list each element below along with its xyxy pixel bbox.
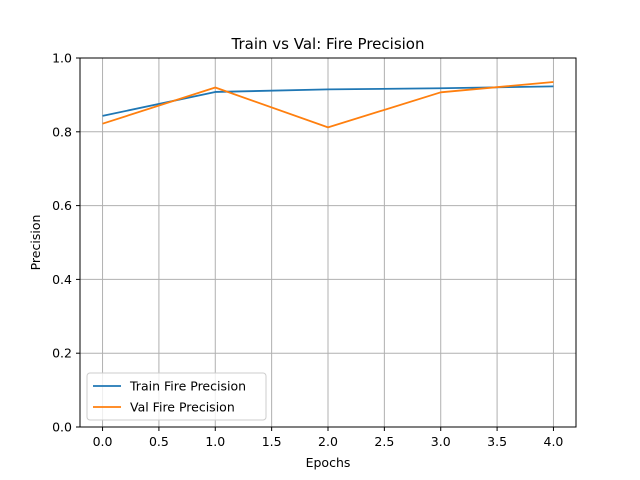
legend: Train Fire Precision Val Fire Precision — [86, 372, 267, 421]
x-tick-label: 2.0 — [318, 434, 338, 449]
x-axis: 0.0 0.5 1.0 1.5 2.0 2.5 3.0 3.5 4.0 — [93, 427, 564, 449]
x-tick-label: 3.0 — [431, 434, 451, 449]
y-axis-label: Precision — [28, 215, 43, 271]
x-tick-label: 2.5 — [374, 434, 394, 449]
x-axis-label: Epochs — [306, 455, 351, 470]
legend-label: Train Fire Precision — [129, 379, 246, 394]
y-tick-label: 0.8 — [52, 124, 72, 139]
y-tick-label: 0.4 — [52, 272, 72, 287]
chart-title: Train vs Val: Fire Precision — [231, 35, 425, 53]
y-tick-label: 0.2 — [52, 346, 72, 361]
y-tick-label: 0.0 — [52, 420, 72, 435]
x-tick-label: 0.5 — [149, 434, 169, 449]
legend-label: Val Fire Precision — [130, 400, 235, 415]
series-line-1 — [102, 81, 554, 129]
series-group — [102, 81, 554, 129]
legend-box — [86, 372, 267, 421]
x-tick-label: 1.5 — [262, 434, 282, 449]
x-tick-label: 3.5 — [487, 434, 507, 449]
y-axis: 0.0 0.2 0.4 0.6 0.8 1.0 — [52, 51, 80, 435]
x-tick-label: 1.0 — [205, 434, 225, 449]
grid — [80, 57, 576, 428]
y-tick-label: 1.0 — [52, 51, 72, 66]
x-tick-label: 0.0 — [93, 434, 113, 449]
y-tick-label: 0.6 — [52, 198, 72, 213]
x-tick-label: 4.0 — [544, 434, 564, 449]
